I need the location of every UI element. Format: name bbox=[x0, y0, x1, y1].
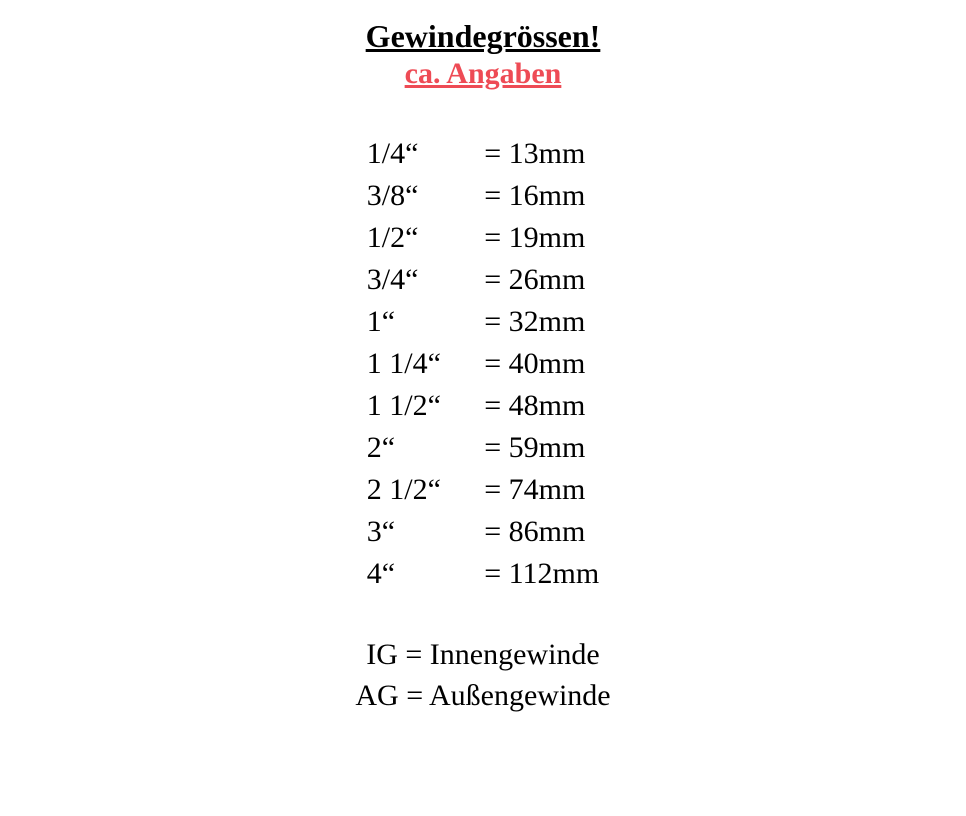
size-value: 59mm bbox=[509, 427, 586, 469]
table-row: 2 1/2“ = 74mm bbox=[367, 469, 599, 511]
table-row: 1 1/2“ = 48mm bbox=[367, 385, 599, 427]
size-key: 3/4“ bbox=[367, 259, 477, 301]
table-row: 1/4“ = 13mm bbox=[367, 133, 599, 175]
table-row: 2“ = 59mm bbox=[367, 427, 599, 469]
size-eq: = bbox=[484, 427, 501, 469]
table-row: 4“ = 112mm bbox=[367, 553, 599, 595]
size-eq: = bbox=[484, 343, 501, 385]
page-container: Gewindegrössen! ca. Angaben 1/4“ = 13mm … bbox=[0, 18, 966, 716]
size-value: 16mm bbox=[509, 175, 586, 217]
size-eq: = bbox=[484, 133, 501, 175]
size-eq: = bbox=[484, 511, 501, 553]
page-title: Gewindegrössen! bbox=[0, 18, 966, 55]
size-key: 2“ bbox=[367, 427, 477, 469]
size-eq: = bbox=[484, 385, 501, 427]
page-subtitle: ca. Angaben bbox=[0, 57, 966, 91]
size-value: 26mm bbox=[509, 259, 586, 301]
legend-line: AG = Außengewinde bbox=[0, 676, 966, 717]
size-eq: = bbox=[484, 217, 501, 259]
size-eq: = bbox=[484, 469, 501, 511]
table-row: 1/2“ = 19mm bbox=[367, 217, 599, 259]
size-value: 40mm bbox=[509, 343, 586, 385]
size-value: 13mm bbox=[509, 133, 586, 175]
size-key: 3“ bbox=[367, 511, 477, 553]
legend-block: IG = Innengewinde AG = Außengewinde bbox=[0, 635, 966, 716]
size-eq: = bbox=[484, 175, 501, 217]
size-value: 19mm bbox=[509, 217, 586, 259]
size-key: 1“ bbox=[367, 301, 477, 343]
size-value: 112mm bbox=[509, 553, 600, 595]
size-table: 1/4“ = 13mm 3/8“ = 16mm 1/2“ = 19mm 3/4“… bbox=[367, 133, 599, 595]
size-value: 86mm bbox=[509, 511, 586, 553]
size-key: 1 1/4“ bbox=[367, 343, 477, 385]
table-row: 1 1/4“ = 40mm bbox=[367, 343, 599, 385]
table-row: 1“ = 32mm bbox=[367, 301, 599, 343]
size-key: 3/8“ bbox=[367, 175, 477, 217]
size-value: 48mm bbox=[509, 385, 586, 427]
size-key: 1/2“ bbox=[367, 217, 477, 259]
size-key: 1 1/2“ bbox=[367, 385, 477, 427]
size-key: 1/4“ bbox=[367, 133, 477, 175]
size-value: 74mm bbox=[509, 469, 586, 511]
size-value: 32mm bbox=[509, 301, 586, 343]
table-row: 3/8“ = 16mm bbox=[367, 175, 599, 217]
table-row: 3/4“ = 26mm bbox=[367, 259, 599, 301]
size-eq: = bbox=[484, 259, 501, 301]
table-row: 3“ = 86mm bbox=[367, 511, 599, 553]
legend-line: IG = Innengewinde bbox=[0, 635, 966, 676]
size-eq: = bbox=[484, 553, 501, 595]
size-key: 2 1/2“ bbox=[367, 469, 477, 511]
size-eq: = bbox=[484, 301, 501, 343]
size-key: 4“ bbox=[367, 553, 477, 595]
